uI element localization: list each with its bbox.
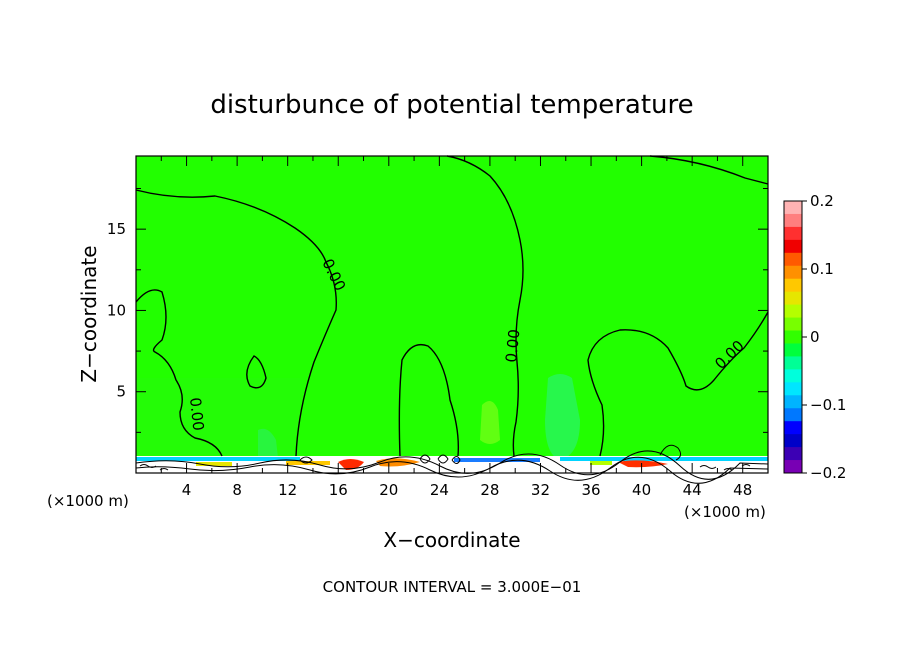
colorbar-swatch	[784, 460, 802, 474]
y-tick-label: 5	[116, 383, 126, 401]
colorbar-swatch	[784, 317, 802, 332]
colorbar-swatch	[784, 369, 802, 383]
contour-line	[246, 355, 267, 389]
colorbar-swatch	[784, 447, 802, 461]
x-tick-label: 48	[733, 481, 752, 499]
contour-line	[587, 311, 769, 457]
colorbar-swatch	[784, 291, 802, 306]
x-tick-label: 8	[232, 481, 242, 499]
colorbar-swatch	[784, 304, 802, 319]
colorbar-swatch	[784, 408, 802, 422]
surface-band-blue	[560, 457, 768, 461]
colorbar-swatch	[784, 382, 802, 396]
surface-band-red	[338, 459, 364, 470]
x-unit-left: (×1000 m)	[47, 492, 129, 510]
x-tick-label: 28	[480, 481, 499, 499]
colorbar-swatch	[784, 265, 802, 280]
contour-label: 0.00	[186, 397, 207, 432]
surface-band-yellow	[590, 461, 612, 465]
y-axis: 5 10 15	[107, 188, 768, 433]
colorbar-swatch	[784, 395, 802, 409]
contour-lines	[135, 155, 769, 457]
contour-line	[649, 155, 769, 185]
colorbar-swatch	[784, 201, 802, 215]
surface-band-red	[376, 458, 420, 467]
field-patch	[545, 374, 580, 460]
colorbar-swatch	[784, 213, 802, 228]
colorbar-swatch	[784, 434, 802, 448]
y-tick-label: 10	[107, 301, 126, 319]
colorbar-swatch	[784, 330, 802, 344]
field-patch	[480, 401, 500, 444]
contour-line	[446, 155, 524, 457]
field-background	[136, 156, 768, 473]
colorbar-swatch	[784, 343, 802, 357]
x-axis-label: X−coordinate	[383, 528, 520, 552]
surface-band-blue	[454, 458, 540, 462]
x-tick-label: 32	[531, 481, 550, 499]
chart-title: disturbunce of potential temperature	[210, 90, 693, 120]
colorbar-swatch	[784, 421, 802, 435]
contour-line	[135, 189, 337, 457]
contour-interval-note: CONTOUR INTERVAL = 3.000E−01	[323, 578, 582, 596]
x-axis: 4 8 12 16 20 24 28 32 36 40 44 48	[160, 156, 752, 499]
colorbar-tick-label: −0.1	[810, 396, 846, 414]
plot-area: 0.00 0.00 0.00 0.00	[135, 155, 769, 484]
colorbar-tick-label: −0.2	[810, 464, 846, 482]
colorbar-swatch	[784, 252, 802, 267]
colorbar-tick-label: 0	[810, 328, 820, 346]
colorbar-swatch	[784, 278, 802, 293]
x-tick-label: 40	[632, 481, 651, 499]
x-tick-label: 4	[182, 481, 192, 499]
y-tick-label: 15	[107, 220, 126, 238]
x-unit-right: (×1000 m)	[684, 503, 766, 521]
colorbar-swatch	[784, 226, 802, 241]
surface-band-red	[618, 460, 668, 468]
colorbar-tick-label: 0.2	[810, 192, 834, 210]
field-patch	[258, 428, 278, 458]
x-tick-label: 44	[683, 481, 702, 499]
contour-label: 0.00	[502, 328, 523, 363]
field-patch	[136, 378, 300, 456]
x-tick-label: 36	[581, 481, 600, 499]
contour-line	[398, 343, 460, 457]
colorbar-tick-label: 0.1	[810, 260, 834, 278]
colorbar-swatch	[784, 239, 802, 254]
surface-band-lines	[135, 444, 769, 484]
plot-frame	[135, 155, 769, 474]
x-tick-label: 12	[278, 481, 297, 499]
x-tick-label: 20	[379, 481, 398, 499]
x-tick-label: 24	[430, 481, 449, 499]
surface-band-blue	[136, 457, 300, 461]
contour-line	[135, 289, 223, 457]
colorbar-swatch	[784, 356, 802, 370]
y-axis-label: Z−coordinate	[77, 245, 101, 382]
colorbar: 0.2 0.1 0 −0.1 −0.2	[783, 192, 846, 482]
x-tick-label: 16	[329, 481, 348, 499]
